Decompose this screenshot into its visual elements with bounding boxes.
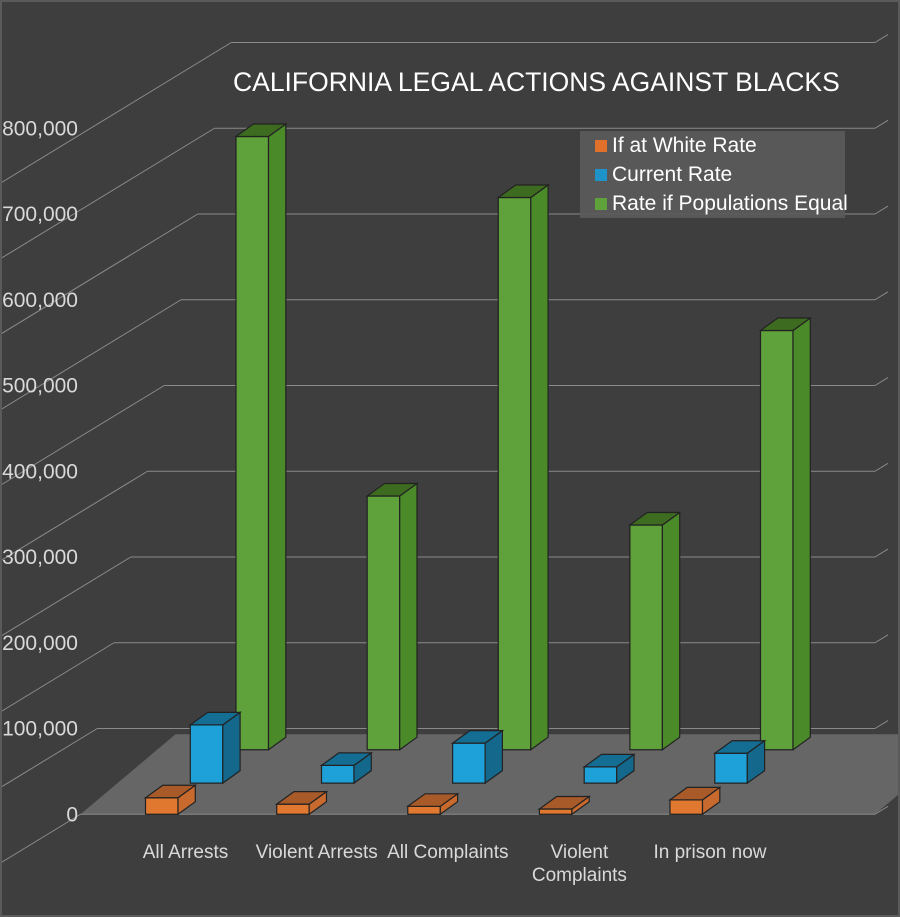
- svg-text:800,000: 800,000: [2, 117, 78, 140]
- svg-text:200,000: 200,000: [2, 632, 78, 655]
- svg-text:If at White Rate: If at White Rate: [612, 134, 757, 157]
- svg-text:Rate if Populations Equal: Rate if Populations Equal: [612, 192, 848, 215]
- svg-text:Current Rate: Current Rate: [612, 163, 732, 186]
- svg-text:All Arrests: All Arrests: [143, 842, 229, 863]
- svg-text:100,000: 100,000: [2, 718, 78, 741]
- svg-text:CALIFORNIA LEGAL ACTIONS AGAIN: CALIFORNIA LEGAL ACTIONS AGAINST BLACKS: [233, 67, 840, 97]
- svg-text:Violent: Violent: [551, 842, 609, 863]
- svg-text:All Complaints: All Complaints: [387, 842, 508, 863]
- svg-text:Complaints: Complaints: [532, 865, 627, 886]
- svg-text:400,000: 400,000: [2, 460, 78, 483]
- svg-text:600,000: 600,000: [2, 289, 78, 312]
- svg-text:700,000: 700,000: [2, 203, 78, 226]
- svg-text:500,000: 500,000: [2, 375, 78, 398]
- svg-text:In prison now: In prison now: [653, 842, 766, 863]
- svg-text:0: 0: [66, 803, 78, 826]
- svg-text:300,000: 300,000: [2, 546, 78, 569]
- svg-text:Violent Arrests: Violent Arrests: [256, 842, 378, 863]
